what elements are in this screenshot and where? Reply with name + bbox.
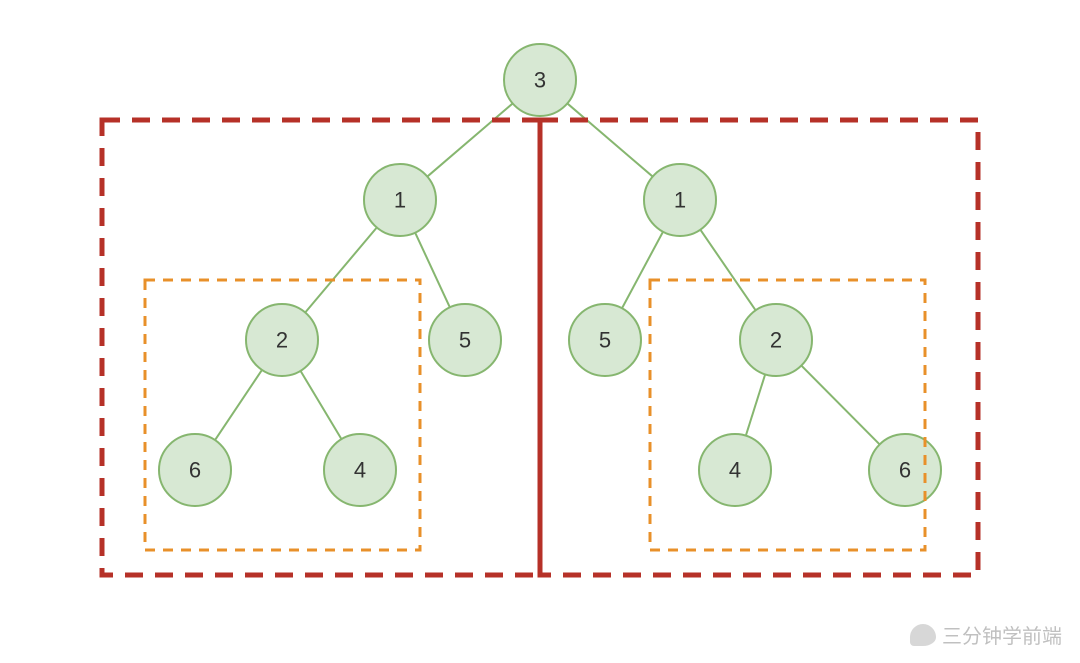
tree-edge [801,366,879,445]
tree-node: 6 [159,434,231,506]
tree-node: 1 [364,164,436,236]
tree-node-label: 5 [599,328,611,353]
tree-node: 5 [569,304,641,376]
watermark: 三分钟学前端 [910,620,1062,649]
tree-diagram: 3 1 1 2 5 5 2 6 4 4 6 [0,0,1080,663]
tree-node: 4 [324,434,396,506]
tree-edge [427,103,512,176]
tree-node-label: 1 [674,188,686,213]
tree-node: 3 [504,44,576,116]
tree-node-label: 5 [459,328,471,353]
wechat-icon [910,624,936,646]
tree-node-label: 4 [354,458,366,483]
tree-node: 1 [644,164,716,236]
tree-edge [215,370,262,440]
tree-node-label: 6 [899,458,911,483]
tree-node: 6 [869,434,941,506]
tree-node: 5 [429,304,501,376]
tree-node-label: 2 [770,328,782,353]
tree-node: 4 [699,434,771,506]
watermark-text: 三分钟学前端 [942,620,1062,649]
tree-node-label: 6 [189,458,201,483]
tree-node: 2 [740,304,812,376]
tree-edge [746,374,765,435]
tree-edge [622,232,663,309]
tree-edge [700,230,755,311]
tree-node-label: 2 [276,328,288,353]
tree-node-label: 3 [534,68,546,93]
tree-edge [301,371,342,439]
tree-node-label: 1 [394,188,406,213]
tree-edge [305,228,377,313]
tree-node-label: 4 [729,458,741,483]
tree-node: 2 [246,304,318,376]
tree-edge [567,103,652,176]
